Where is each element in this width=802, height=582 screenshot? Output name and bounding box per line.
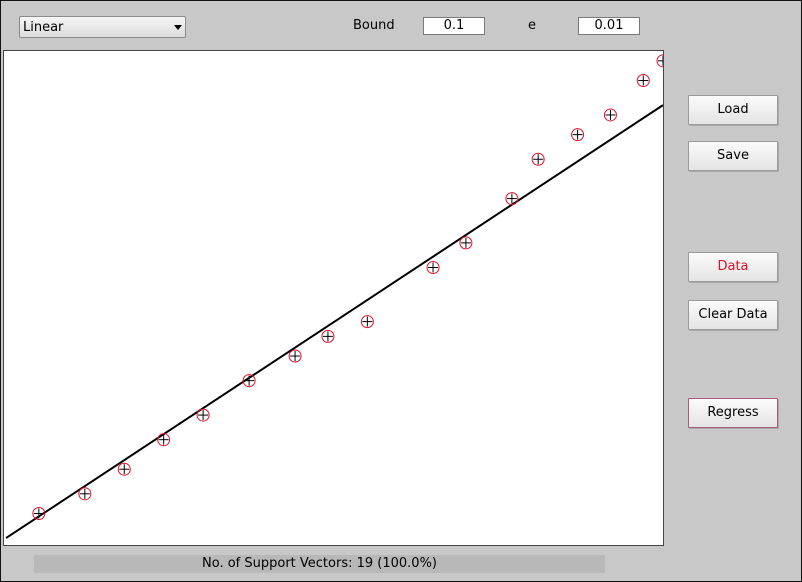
load-button[interactable]: Load xyxy=(688,95,778,125)
bound-input[interactable]: 0.1 xyxy=(423,17,485,35)
kernel-select[interactable]: Linear xyxy=(19,16,186,38)
data-point xyxy=(196,408,210,422)
data-point xyxy=(157,433,171,447)
bound-label: Bound xyxy=(353,18,395,33)
status-bar: No. of Support Vectors: 19 (100.0%) xyxy=(34,555,605,573)
epsilon-input[interactable]: 0.01 xyxy=(578,17,640,35)
data-point xyxy=(505,192,519,206)
regress-button[interactable]: Regress xyxy=(688,398,778,428)
data-point xyxy=(242,374,256,388)
plot-canvas[interactable] xyxy=(3,50,664,546)
data-point xyxy=(360,315,374,329)
data-point xyxy=(571,128,585,142)
data-point xyxy=(459,236,473,250)
data-point xyxy=(656,54,663,68)
save-button[interactable]: Save xyxy=(688,141,778,171)
data-points-layer xyxy=(32,54,663,520)
data-button[interactable]: Data xyxy=(688,252,778,282)
kernel-select-value: Linear xyxy=(23,20,64,35)
data-point xyxy=(426,260,440,274)
data-point xyxy=(288,349,302,363)
data-point xyxy=(321,329,335,343)
chevron-down-icon[interactable] xyxy=(174,25,182,30)
data-point xyxy=(117,462,131,476)
data-point xyxy=(636,74,650,88)
epsilon-label: e xyxy=(528,18,536,33)
regression-line xyxy=(5,104,663,539)
data-point xyxy=(531,152,545,166)
regression-plot[interactable] xyxy=(4,51,663,545)
clear-data-button[interactable]: Clear Data xyxy=(688,300,778,330)
data-point xyxy=(603,108,617,122)
data-point xyxy=(32,506,46,520)
regression-line-layer xyxy=(5,104,663,539)
data-point xyxy=(78,487,92,501)
